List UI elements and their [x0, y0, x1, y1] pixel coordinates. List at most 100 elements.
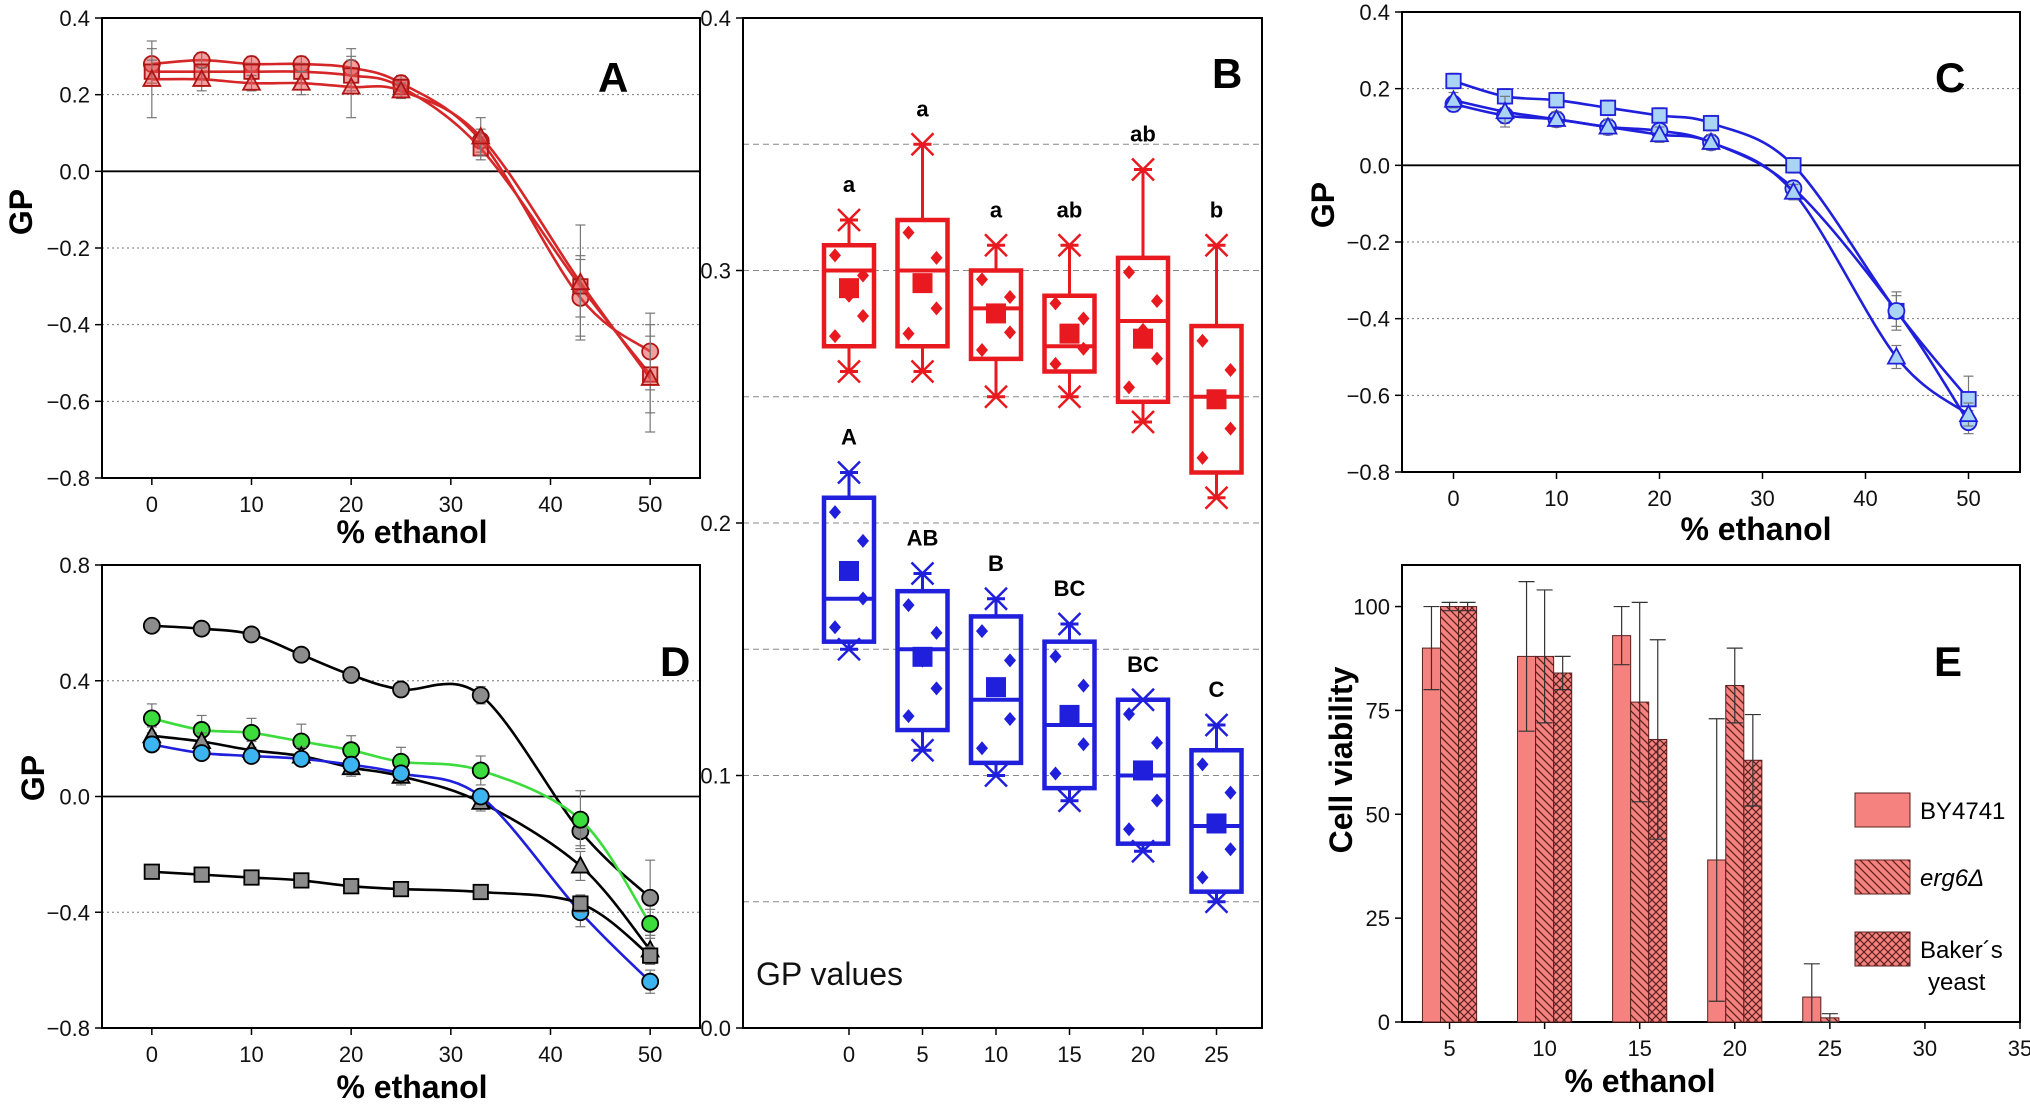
panel-b-box-0-3: ab [1042, 197, 1097, 409]
box-mean [839, 560, 859, 581]
box-group-letter: ab [1130, 122, 1156, 147]
box-point [976, 624, 988, 639]
box-min-marker [984, 384, 1008, 409]
box-group-letter: ab [1057, 197, 1083, 222]
box-iqr [968, 268, 1024, 362]
panel-e-ytick-label-0: 0 [1378, 1010, 1390, 1035]
panel-d-s1-point-6 [471, 761, 490, 780]
box-group-letter: C [1209, 677, 1225, 702]
box-group-letter: a [916, 96, 929, 121]
panel-c-ytick-label-2: −0.4 [1347, 307, 1390, 332]
panel-b-box-0-5: b [1189, 197, 1244, 510]
box-point [1196, 450, 1209, 465]
panel-a-series-0 [142, 48, 660, 391]
box-point [829, 620, 841, 635]
legend-label-erg6: erg6Δ [1920, 865, 1984, 892]
box-point [1004, 290, 1016, 305]
panel-e-xtick-label-0: 5 [1443, 1036, 1455, 1061]
panel-c-series-0 [1445, 72, 1977, 423]
panel-b-xtick-label-4: 20 [1131, 1042, 1155, 1067]
box-iqr [1115, 255, 1171, 405]
box-point [902, 225, 915, 240]
box-point [976, 741, 988, 756]
box-iqr [1189, 748, 1244, 894]
box-iqr [1042, 639, 1097, 791]
panel-e-xtick-label-3: 20 [1723, 1036, 1747, 1061]
panel-d-s4-point-4 [343, 878, 360, 895]
box-iqr [968, 614, 1024, 766]
box-point [976, 272, 988, 287]
panel-c-s2-point-5 [1701, 131, 1721, 150]
box-point [1151, 351, 1163, 366]
panel-b-xtick-label-2: 10 [984, 1042, 1008, 1067]
box-group-letter: BC [1054, 576, 1086, 601]
box-point [1224, 421, 1237, 436]
box-max-marker [1131, 687, 1155, 712]
box-point [1196, 333, 1209, 348]
box-point [930, 301, 943, 316]
panel-c-xtick-label-4: 40 [1853, 486, 1877, 511]
panel-d-s2-point-7 [570, 855, 591, 874]
panel-b-box-0-4: ab [1115, 122, 1171, 434]
panel-a-ytick-label-6: 0.4 [59, 6, 90, 31]
box-group-letter: a [843, 172, 856, 197]
panel-d-s0-point-2 [242, 625, 261, 644]
panel-b-ytick-label-2: 0.2 [700, 511, 731, 536]
box-point [1004, 325, 1016, 340]
panel-d-s1-point-0 [142, 709, 161, 728]
panel-d-s4-point-5 [392, 881, 410, 898]
panel-d-ytick-label-2: 0.0 [59, 785, 90, 810]
panel-e-ytick-label-2: 50 [1366, 802, 1390, 827]
panel-d-s4-point-1 [193, 866, 210, 883]
panel-d-ytick-label-1: −0.4 [47, 900, 90, 925]
panel-b-xtick-label-3: 15 [1057, 1042, 1081, 1067]
panel-a-ylabel: GP [3, 189, 39, 235]
panel-d-s0-point-6 [471, 686, 490, 705]
panel-c-letter: C [1935, 54, 1965, 101]
panel-c-xtick-label-3: 30 [1750, 486, 1774, 511]
panel-e-bar-0-2 [1612, 635, 1632, 1023]
panel-d-s3-point-3 [292, 749, 311, 768]
panel-d: −0.8 −0.4 0.0 0.4 0.8 0 10 20 30 40 50 D % ethanol… [15, 553, 701, 1105]
box-point [930, 625, 943, 640]
panel-a-xtick-label-3: 30 [439, 492, 463, 517]
box-mean [912, 646, 933, 667]
box-min-marker [910, 359, 935, 384]
panel-d-xtick-label-2: 20 [339, 1042, 363, 1067]
panel-b-box-1-4: BC [1115, 652, 1171, 864]
panel-c-s2-point-6 [1783, 181, 1804, 200]
panel-b-caption: GP values [756, 956, 903, 992]
legend-label-bakers-2: yeast [1928, 969, 1986, 996]
panel-b-ytick-label-1: 0.1 [700, 764, 731, 789]
panel-e-ylabel: Cell viability [1323, 666, 1359, 853]
legend-swatch-by4741 [1854, 792, 1911, 828]
box-point [1049, 296, 1062, 311]
panel-c-s0-point-0 [1445, 72, 1462, 90]
box-point [1151, 294, 1163, 309]
box-group-letter: B [988, 551, 1004, 576]
panel-c-s2-point-8 [1958, 403, 1979, 423]
panel-c-s0-point-6 [1785, 157, 1802, 174]
panel-b-box-1-2: B [968, 551, 1024, 788]
box-point [1077, 311, 1090, 326]
panel-d-s4-point-2 [243, 869, 260, 886]
box-point [829, 248, 841, 263]
panel-c: −0.8 −0.6 −0.4 −0.2 0.0 0.2 0.4 0 10 20 30 40 50 C %… [1305, 0, 2021, 547]
panel-e-xtick-label-6: 35 [2008, 1036, 2030, 1061]
box-min-marker [837, 637, 861, 662]
box-iqr [895, 588, 950, 733]
panel-a-s2-point-6 [470, 126, 491, 145]
panel-d-s3-point-5 [392, 764, 410, 783]
box-point [829, 329, 841, 344]
panel-a-s2-point-7 [570, 271, 591, 291]
box-group-letter: BC [1127, 652, 1159, 677]
box-min-marker [1057, 384, 1082, 409]
panel-b-box-1-5: C [1189, 677, 1244, 914]
box-iqr [1189, 323, 1244, 475]
panel-e-ytick-label-1: 25 [1366, 906, 1390, 931]
box-mean [1206, 813, 1227, 834]
panel-c-ytick-label-4: 0.0 [1359, 153, 1390, 178]
panel-e-bar-1-3 [1725, 684, 1745, 1023]
panel-d-s0-point-4 [342, 666, 361, 684]
box-group-letter: A [841, 425, 857, 450]
